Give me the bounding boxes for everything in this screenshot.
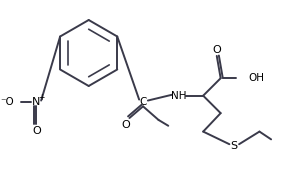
Text: +: +: [38, 93, 44, 102]
Text: OH: OH: [249, 73, 265, 83]
Text: N: N: [32, 97, 41, 108]
Text: S: S: [231, 141, 238, 151]
Text: C: C: [139, 97, 147, 108]
Text: ⁻O: ⁻O: [0, 97, 14, 108]
Text: O: O: [212, 45, 221, 55]
Text: O: O: [32, 126, 41, 136]
Text: O: O: [121, 120, 130, 130]
Text: NH: NH: [171, 91, 187, 101]
